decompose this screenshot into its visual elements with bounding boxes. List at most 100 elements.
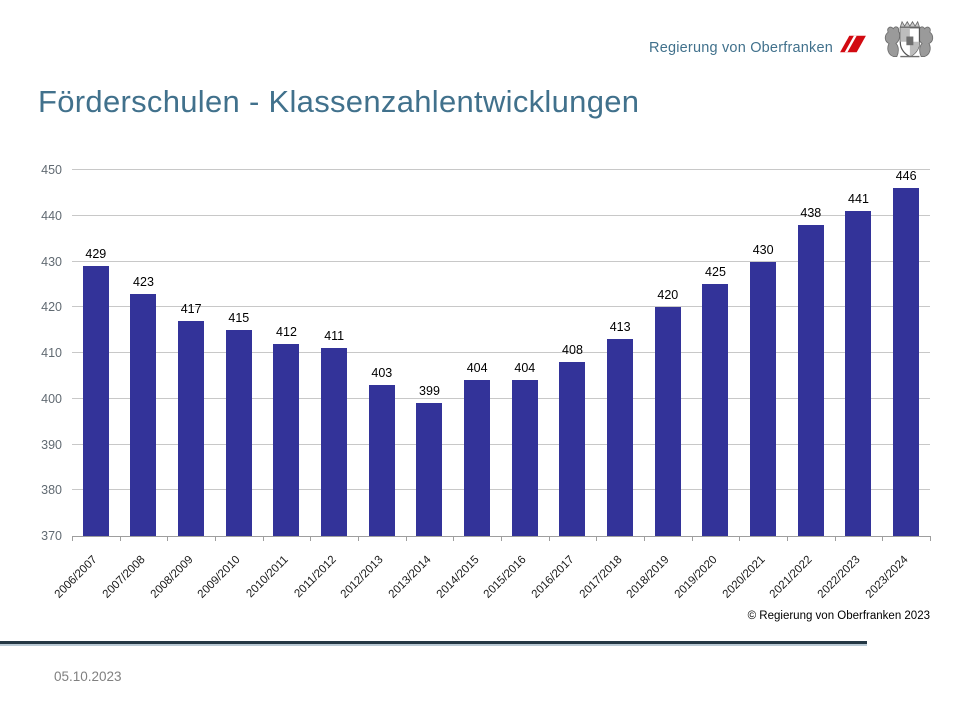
y-tick-label: 440 <box>41 208 62 223</box>
x-tick-mark <box>834 536 836 541</box>
x-tick-label: 2020/2021 <box>720 553 768 601</box>
bar-slot: 438 <box>787 170 835 536</box>
bar-value-label: 415 <box>228 311 250 326</box>
y-tick-label: 450 <box>41 163 62 177</box>
bar <box>225 330 252 536</box>
x-tick-mark <box>72 536 73 541</box>
y-tick-label: 380 <box>41 483 62 498</box>
bar-slot: 429 <box>72 170 120 536</box>
bar-slot: 408 <box>549 170 597 536</box>
bar <box>416 403 443 536</box>
bar-slot: 413 <box>596 170 644 536</box>
gridline <box>72 169 930 170</box>
page-title: Förderschulen - Klassenzahlentwicklungen <box>38 84 640 119</box>
x-tick-mark <box>882 536 884 541</box>
y-tick-label: 420 <box>41 300 62 315</box>
x-tick-mark <box>930 536 931 541</box>
x-tick-label: 2023/2024 <box>863 553 911 601</box>
x-tick-mark <box>310 536 312 541</box>
bar-chart: 2006/2007 2007/2008 2008/2009 2009/2010 2010… <box>41 163 931 610</box>
x-tick-mark <box>501 536 502 541</box>
gridline <box>72 397 930 399</box>
gridline <box>72 489 930 491</box>
bar <box>750 261 777 536</box>
bar <box>511 380 538 536</box>
bar-value-label: 430 <box>752 242 774 257</box>
bar-value-label: 423 <box>133 274 154 289</box>
y-tick-label: 410 <box>41 346 62 360</box>
x-tick-label: 2013/2014 <box>386 553 434 601</box>
bar-slot: 403 <box>358 170 406 536</box>
x-tick-mark <box>643 536 645 541</box>
copyright-text: © Regierung von Oberfranken 2023 <box>747 610 930 622</box>
bar-slot: 404 <box>501 170 549 536</box>
bar-value-label: 399 <box>419 384 440 399</box>
bar-slot: 415 <box>215 170 263 536</box>
bar <box>654 307 681 536</box>
bar-slot: 412 <box>263 170 311 536</box>
x-tick-mark <box>167 536 169 541</box>
x-tick-label: 2016/2017 <box>529 553 577 601</box>
header: Regierung von Oberfranken <box>649 20 937 65</box>
bar-slot: 404 <box>453 170 501 536</box>
bar <box>321 348 348 536</box>
x-tick-label: 2015/2016 <box>482 553 530 601</box>
bar <box>130 293 157 536</box>
bar-value-label: 441 <box>848 192 869 207</box>
bar-value-label: 404 <box>514 361 536 376</box>
y-tick-label: 370 <box>41 529 62 543</box>
x-tick-mark <box>262 536 264 541</box>
x-tick-label: 2006/2007 <box>53 553 101 601</box>
x-tick-label: 2017/2018 <box>577 553 625 601</box>
x-tick-label: 2011/2012 <box>292 553 339 601</box>
bar-slot: 420 <box>644 170 692 536</box>
gridline <box>72 443 930 445</box>
org-name: Regierung von Oberfranken <box>649 39 833 56</box>
x-tick-mark <box>214 536 216 541</box>
bar-slot: 446 <box>882 169 930 536</box>
bar-value-label: 417 <box>180 301 202 316</box>
bar-value-label: 403 <box>371 366 393 381</box>
y-tick-label: 430 <box>41 254 62 269</box>
y-tick-label: 400 <box>41 391 62 406</box>
date-text: 05.10.2023 <box>54 669 122 684</box>
bar-slot: 423 <box>120 170 168 536</box>
x-tick-mark <box>739 536 741 541</box>
gridline <box>72 352 930 353</box>
bar-slot: 425 <box>692 170 740 536</box>
bar <box>368 385 395 536</box>
x-tick-label: 2021/2022 <box>768 553 816 601</box>
gridline <box>72 214 930 216</box>
bar-slot: 441 <box>835 170 883 536</box>
bar-value-label: 413 <box>609 320 631 335</box>
x-axis-labels: 2006/2007 2007/2008 2008/2009 2009/2010 2010… <box>53 540 930 610</box>
bar-value-label: 429 <box>85 247 107 262</box>
bar-value-label: 425 <box>705 265 726 280</box>
bar <box>845 211 872 536</box>
bar <box>82 266 109 536</box>
x-tick-label: 2008/2009 <box>148 553 196 601</box>
bar-slot: 417 <box>167 170 215 536</box>
bar-value-label: 420 <box>657 288 679 303</box>
bar-value-label: 438 <box>800 205 822 220</box>
x-tick-label: 2019/2020 <box>672 553 720 601</box>
bar <box>607 339 634 536</box>
bar <box>893 188 920 536</box>
bar-value-label: 404 <box>466 361 488 376</box>
bar <box>178 320 205 536</box>
bar-slot: 430 <box>739 170 787 536</box>
bar-value-label: 408 <box>562 343 583 358</box>
bar-value-label: 411 <box>324 329 345 344</box>
gridline <box>72 260 930 262</box>
x-tick-label: 2018/2019 <box>625 553 673 601</box>
bar-slot: 411 <box>310 170 358 536</box>
bavaria-coat-of-arms-icon <box>881 20 937 65</box>
bar <box>797 224 824 536</box>
x-tick-mark <box>405 536 407 541</box>
bar-slot: 399 <box>406 170 454 536</box>
org-logo-icon <box>838 24 868 61</box>
x-tick-mark <box>787 536 788 541</box>
x-tick-mark <box>357 536 359 541</box>
x-tick-label: 2012/2013 <box>339 553 387 601</box>
